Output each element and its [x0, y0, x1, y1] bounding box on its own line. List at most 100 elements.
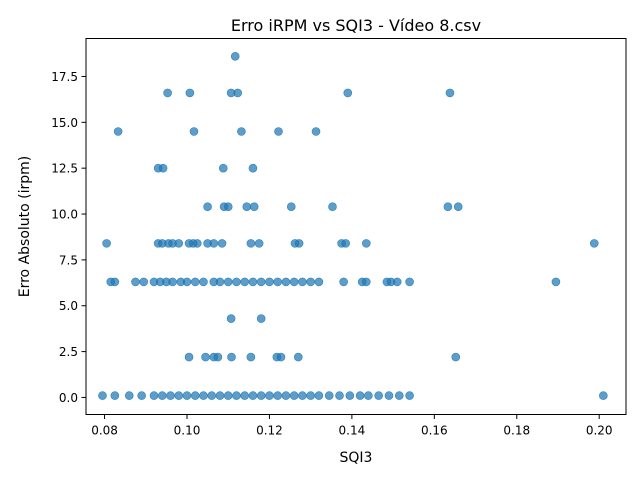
scatter-point — [256, 391, 266, 400]
scatter-point — [314, 277, 324, 287]
scatter-point — [223, 202, 233, 211]
scatter-point — [149, 391, 159, 400]
scatter-point — [314, 391, 324, 400]
scatter-point — [339, 277, 348, 287]
scatter-point — [451, 352, 461, 362]
scatter-point — [246, 352, 256, 362]
y-tick-label: 2.5 — [59, 345, 78, 359]
scatter-point — [207, 391, 217, 400]
scatter-point — [232, 277, 241, 287]
scatter-point — [293, 352, 303, 362]
scatter-point — [240, 277, 249, 287]
scatter-point — [215, 277, 225, 287]
scatter-point — [158, 163, 168, 173]
scatter-point — [335, 391, 344, 400]
scatter-point — [110, 277, 120, 287]
scatter-point — [248, 391, 258, 400]
scatter-point — [232, 391, 241, 400]
scatter-point — [362, 239, 371, 248]
scatter-point — [551, 277, 561, 287]
scatter-point — [298, 277, 307, 287]
scatter-point — [102, 239, 111, 248]
scatter-point — [98, 391, 107, 400]
scatter-point — [405, 391, 414, 400]
scatter-point — [248, 163, 258, 173]
scatter-point — [374, 391, 383, 400]
x-tick-label: 0.08 — [91, 424, 118, 438]
x-tick-label: 0.10 — [174, 424, 201, 438]
scatter-point — [174, 239, 184, 248]
scatter-point — [254, 239, 264, 248]
y-axis-label: Erro Absoluto (irpm) — [17, 156, 33, 298]
scatter-point — [113, 127, 123, 136]
scatter-point — [394, 391, 404, 400]
scatter-point — [589, 239, 599, 248]
scatter-point — [201, 352, 210, 362]
scatter-point — [246, 239, 256, 248]
plot-frame — [85, 38, 627, 415]
scatter-point — [163, 88, 172, 98]
scatter-point — [240, 391, 249, 400]
scatter-point — [190, 391, 200, 400]
x-tick-label: 0.14 — [339, 424, 366, 438]
x-tick-label: 0.18 — [503, 424, 530, 438]
x-axis-label: SQI3 — [340, 450, 373, 466]
scatter-point — [341, 239, 350, 248]
scatter-point — [294, 239, 304, 248]
scatter-point — [276, 352, 286, 362]
scatter-point — [274, 127, 283, 136]
scatter-point — [230, 51, 240, 61]
x-tick-label: 0.20 — [586, 424, 613, 438]
scatter-point — [209, 239, 219, 248]
scatter-point — [227, 352, 236, 362]
y-tick-label: 5.0 — [59, 299, 78, 313]
scatter-point — [392, 277, 402, 287]
y-tick-label: 0.0 — [59, 391, 78, 405]
scatter-point — [453, 202, 463, 211]
scatter-point — [226, 314, 236, 323]
scatter-point — [166, 391, 175, 400]
scatter-point — [174, 391, 184, 400]
scatter-point — [223, 277, 233, 287]
scatter-point — [273, 277, 282, 287]
scatter-point — [184, 352, 194, 362]
y-tick-label: 12.5 — [51, 162, 78, 176]
scatter-point — [218, 163, 228, 173]
x-tick-label: 0.16 — [421, 424, 448, 438]
scatter-point — [286, 202, 296, 211]
scatter-point — [306, 391, 315, 400]
scatter-point — [364, 391, 373, 400]
y-tick-label: 7.5 — [59, 253, 78, 267]
scatter-point — [199, 391, 208, 400]
scatter-point — [131, 277, 140, 287]
scatter-point — [328, 202, 337, 211]
scatter-point — [306, 277, 315, 287]
x-tick-label: 0.12 — [256, 424, 283, 438]
scatter-point — [233, 88, 242, 98]
scatter-point — [182, 277, 192, 287]
scatter-point — [265, 277, 274, 287]
scatter-point — [242, 202, 252, 211]
scatter-point — [311, 127, 321, 136]
scatter-point — [248, 277, 258, 287]
y-axis-ticks: 0.0 2.5 5.0 7.5 10.0 12.5 15.0 17.5 — [51, 70, 86, 405]
y-tick-label: 10.0 — [51, 208, 78, 222]
scatter-point — [223, 391, 233, 400]
scatter-point — [443, 202, 453, 211]
scatter-point — [362, 277, 371, 287]
scatter-point — [265, 391, 274, 400]
y-tick-label: 15.0 — [51, 116, 78, 130]
scatter-point — [190, 277, 200, 287]
scatter-point — [445, 88, 455, 98]
scatter-point — [405, 277, 414, 287]
x-axis-ticks: 0.08 0.10 0.12 0.14 0.16 0.18 0.20 — [91, 414, 613, 438]
scatter-point — [139, 277, 149, 287]
scatter-point — [355, 391, 365, 400]
scatter-point — [203, 202, 212, 211]
scatter-point — [256, 277, 266, 287]
chart-title: Erro iRPM vs SQI3 - Vídeo 8.csv — [231, 16, 481, 35]
scatter-point — [185, 88, 195, 98]
scatter-point — [110, 391, 120, 400]
scatter-point — [237, 127, 246, 136]
